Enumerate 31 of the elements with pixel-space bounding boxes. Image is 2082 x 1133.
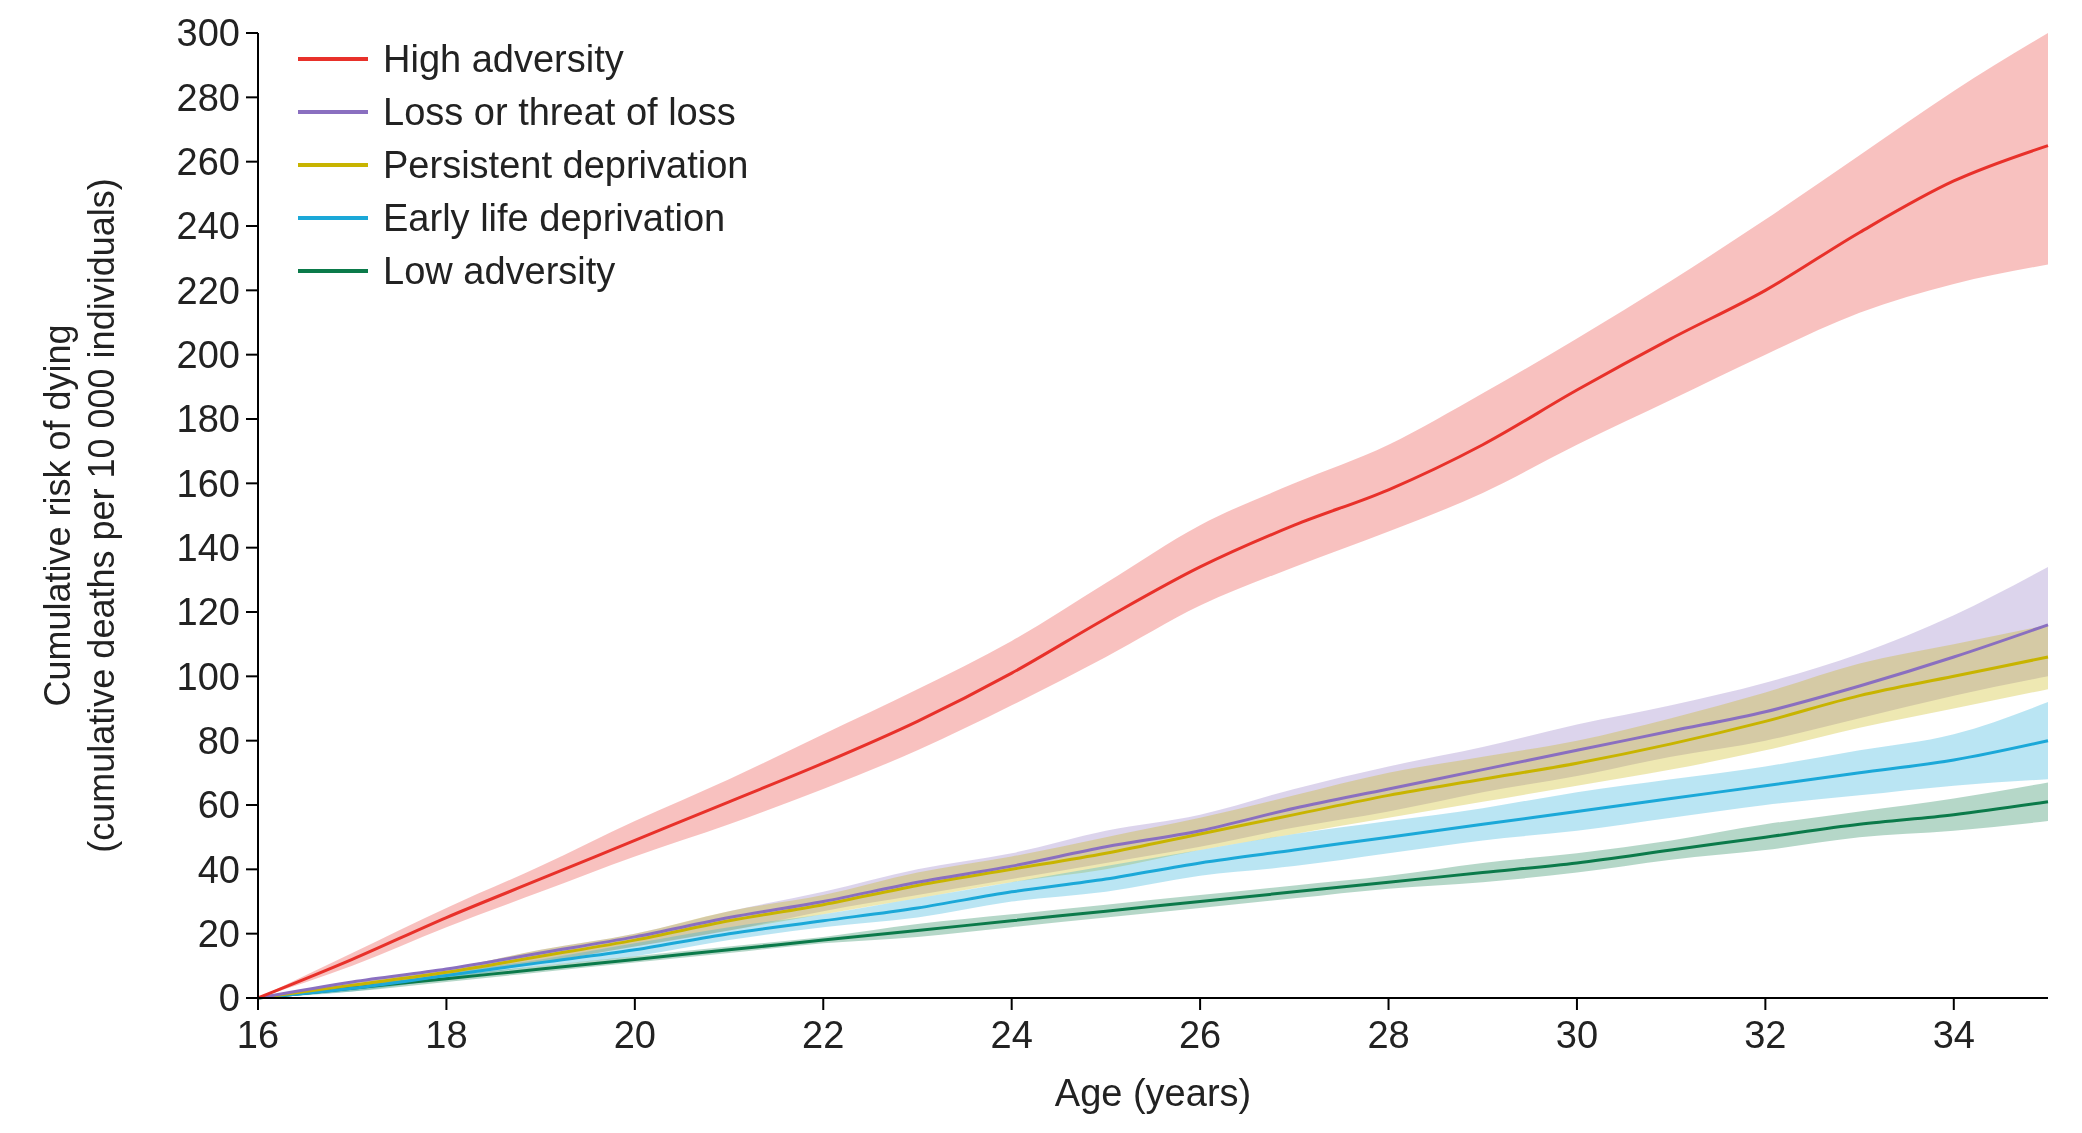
y-tick-label: 60 <box>197 784 240 827</box>
y-tick-label: 20 <box>197 912 240 955</box>
y-tick-label: 100 <box>176 655 240 698</box>
y-tick-label: 240 <box>176 205 240 248</box>
x-tick-label: 30 <box>1555 1014 1599 1056</box>
legend-label: Early life deprivation <box>383 197 726 240</box>
y-tick-label: 140 <box>176 526 240 569</box>
y-axis-title: Cumulative risk of dying (cumulative deaths per 10 000 individuals) <box>37 178 122 853</box>
x-tick-label: 26 <box>1178 1014 1222 1056</box>
x-axis-title: Age (years) <box>1054 1072 1252 1114</box>
y-tick-label: 120 <box>176 591 240 634</box>
y-tick-label: 300 <box>176 12 240 55</box>
x-tick-label: 28 <box>1367 1014 1410 1056</box>
y-tick-label: 80 <box>197 719 240 762</box>
y-tick-label: 260 <box>176 140 240 183</box>
y-tick-label: 40 <box>197 848 240 891</box>
legend-label: Persistent deprivation <box>383 144 749 187</box>
x-tick-label: 24 <box>990 1014 1033 1056</box>
x-tick-label: 34 <box>1932 1014 1975 1056</box>
legend-label: Loss or threat of loss <box>383 91 736 134</box>
x-tick-label: 20 <box>613 1014 656 1056</box>
y-tick-label: 220 <box>176 269 240 312</box>
y-tick-label: 180 <box>176 398 240 441</box>
x-tick-label: 18 <box>425 1014 468 1056</box>
y-tick-label: 200 <box>176 333 240 376</box>
x-tick-label: 32 <box>1744 1014 1787 1056</box>
y-tick-label: 280 <box>176 76 240 119</box>
x-tick-label: 22 <box>802 1014 845 1056</box>
legend-label: High adversity <box>383 38 624 81</box>
legend-label: Low adversity <box>383 250 616 293</box>
y-tick-label: 160 <box>176 462 240 505</box>
